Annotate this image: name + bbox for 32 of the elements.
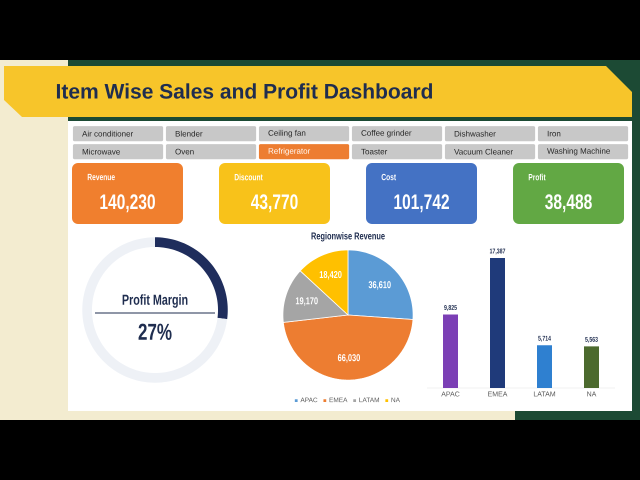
category-label: Ceiling fan <box>268 130 306 138</box>
data-label: 19,170 <box>296 297 318 306</box>
category-label: Refrigerator <box>268 148 310 156</box>
data-label: 18,420 <box>320 270 342 280</box>
bar <box>537 345 552 388</box>
category-label: Discount <box>234 174 263 180</box>
chart-title: Regionwise Revenue <box>311 232 385 242</box>
text: 27% <box>138 324 172 340</box>
category-label: Blender <box>176 130 202 137</box>
text: Profit Margin <box>122 294 188 308</box>
category-label: Washing Machine <box>547 148 610 156</box>
category-label: Profit <box>528 174 546 180</box>
data-label: 36,610 <box>368 281 391 290</box>
bar <box>443 314 458 388</box>
category-label: Iron <box>548 130 560 136</box>
category-label: Oven <box>175 148 194 154</box>
data-label: 38,488 <box>545 194 592 212</box>
category-label: Microwave <box>82 148 120 155</box>
category-label: Vacuum Cleaner <box>454 148 513 155</box>
category-label: Toaster <box>361 148 388 154</box>
bar <box>584 346 599 388</box>
category-label: Dishwasher <box>454 130 496 137</box>
bar <box>490 258 505 388</box>
data-label: 66,030 <box>338 354 360 363</box>
data-label: 101,742 <box>394 194 449 212</box>
text: Item Wise Sales and Profit Dashboard <box>56 83 432 99</box>
category-label: Cost <box>382 174 396 180</box>
data-label: 140,230 <box>100 194 155 212</box>
category-label: Air conditioner <box>82 130 134 137</box>
category-label: Revenue <box>88 174 115 180</box>
data-label: 43,770 <box>250 194 298 212</box>
category-label: Coffee grinder <box>361 130 412 138</box>
